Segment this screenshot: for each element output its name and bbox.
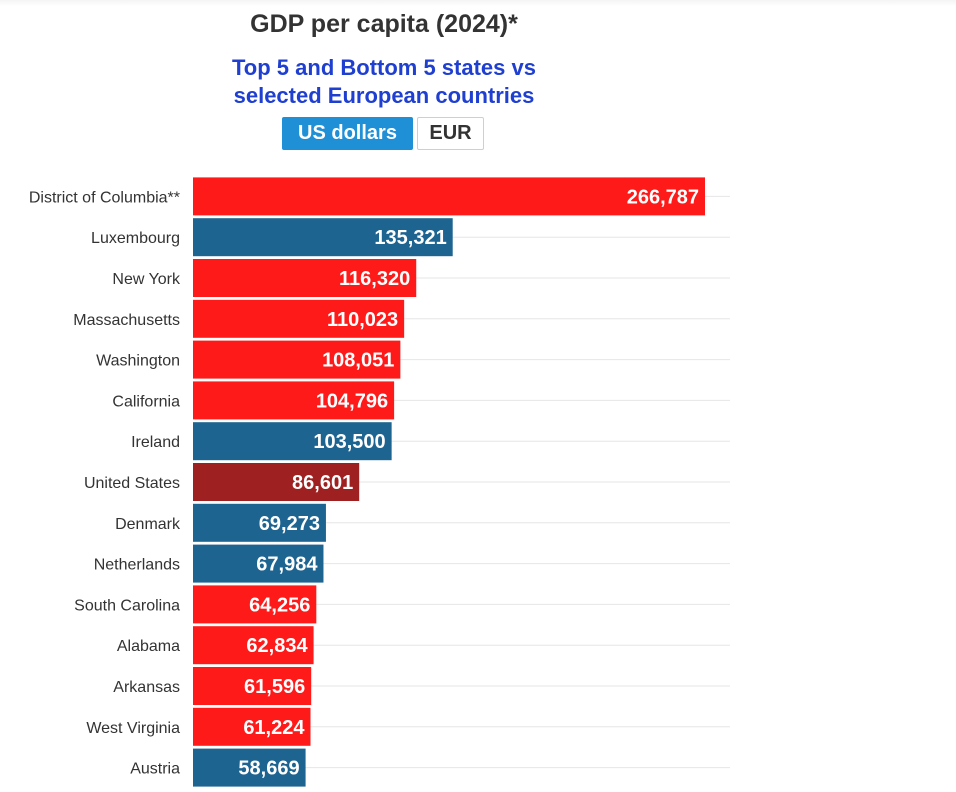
bar-washington[interactable] [193,340,401,379]
category-label: South Carolina [74,597,180,614]
eur-toggle-button[interactable]: EUR [417,117,484,150]
bar-arkansas[interactable] [193,667,312,705]
category-label: Austria [130,761,180,778]
value-label: 266,787 [627,186,699,208]
usd-toggle-button[interactable]: US dollars [282,117,413,150]
chart-subtitle: Top 5 and Bottom 5 states vs selected Eu… [150,54,618,110]
value-label: 64,256 [249,594,310,616]
top-border [0,0,956,6]
bar-west-virginia[interactable] [193,707,311,746]
category-label: Ireland [131,434,180,451]
value-label: 108,051 [322,350,394,372]
category-label: United States [84,475,180,492]
value-label: 86,601 [292,472,353,494]
value-label: 69,273 [259,513,320,535]
bar-alabama[interactable] [193,626,314,665]
category-label: West Virginia [86,720,180,737]
value-label: 58,669 [238,758,299,780]
bar-district-of-columbia[interactable] [193,177,705,216]
bar-california[interactable] [193,381,395,420]
subtitle-line-2: selected European countries [233,83,535,108]
chart-title: GDP per capita (2024)* [250,10,518,38]
bar-new-york[interactable] [193,259,417,297]
bar-luxembourg[interactable] [193,218,453,257]
bar-ireland[interactable] [193,422,392,461]
bar-denmark[interactable] [193,503,326,542]
value-label: 61,224 [243,717,305,739]
category-label: Washington [96,353,180,370]
bar-netherlands[interactable] [193,544,324,583]
value-label: 104,796 [316,390,388,412]
value-label: 116,320 [339,268,410,290]
subtitle-line-1: Top 5 and Bottom 5 states vs [232,55,536,80]
bar-massachusetts[interactable] [193,299,405,338]
category-label: Massachusetts [73,312,180,329]
bar-south-carolina[interactable] [193,585,317,624]
bar-united-states[interactable] [193,463,360,501]
bar-austria[interactable] [193,748,306,787]
category-label: New York [112,271,181,288]
value-label: 103,500 [313,431,385,453]
category-label: Arkansas [113,679,180,696]
category-label: California [112,393,180,410]
category-label: Denmark [115,516,181,533]
value-label: 61,596 [244,676,305,698]
category-label: Netherlands [94,557,180,574]
value-label: 67,984 [256,554,318,576]
value-label: 110,023 [327,309,398,331]
category-label: District of Columbia** [29,189,180,206]
value-label: 135,321 [374,227,446,249]
value-label: 62,834 [246,635,308,657]
category-label: Luxembourg [91,230,180,247]
category-label: Alabama [117,638,180,655]
